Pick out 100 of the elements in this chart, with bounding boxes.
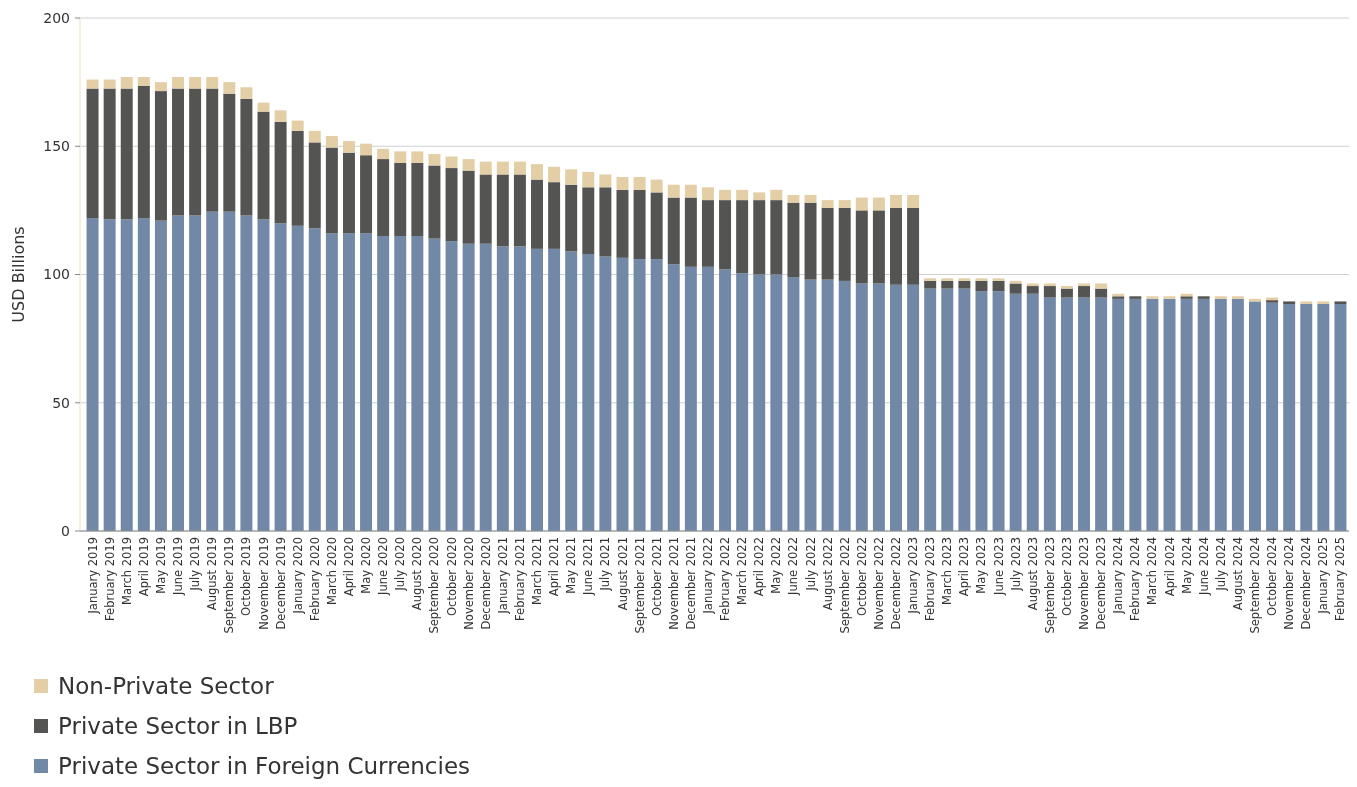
x-tick-label: October 2023: [1059, 537, 1074, 616]
bar: [291, 225, 304, 531]
bar: [975, 280, 988, 292]
bar: [513, 174, 526, 247]
bar: [872, 283, 885, 531]
bar: [189, 88, 202, 216]
bar: [479, 161, 492, 175]
bar: [1180, 298, 1193, 531]
bar: [701, 266, 714, 531]
y-tick-label: 0: [61, 522, 70, 539]
x-tick-label: September 2022: [837, 537, 852, 634]
x-tick-label: October 2019: [239, 537, 254, 616]
bar: [1026, 286, 1039, 294]
x-tick-label: January 2024: [1111, 537, 1126, 615]
x-tick-label: December 2022: [889, 537, 904, 630]
bar: [992, 280, 1005, 292]
x-tick-label: January 2020: [290, 537, 305, 615]
bar: [445, 241, 458, 531]
bar: [855, 197, 868, 211]
bar: [1078, 297, 1091, 531]
x-tick-label: May 2021: [564, 537, 579, 594]
bar: [975, 278, 988, 281]
bar: [650, 192, 663, 260]
bar: [719, 269, 732, 531]
bar: [770, 200, 783, 275]
bar: [496, 174, 509, 247]
bar: [172, 88, 184, 216]
bar: [958, 288, 971, 531]
bar: [257, 219, 270, 531]
bar: [548, 248, 561, 531]
bar: [411, 162, 424, 237]
x-tick-label: October 2021: [649, 537, 664, 616]
bar: [1197, 296, 1210, 299]
bar: [1300, 304, 1313, 531]
bar: [1231, 296, 1244, 299]
x-tick-label: February 2020: [307, 537, 322, 621]
bar: [855, 283, 868, 531]
bar: [411, 236, 424, 531]
bar: [360, 233, 373, 531]
x-tick-label: May 2024: [1179, 537, 1194, 594]
bar: [223, 82, 236, 94]
bar: [804, 279, 817, 531]
x-tick-label: November 2021: [666, 537, 681, 630]
bar: [172, 215, 184, 531]
x-tick-label: September 2019: [222, 537, 237, 634]
bar: [701, 187, 714, 201]
bar: [137, 77, 150, 86]
x-tick-label: October 2022: [854, 537, 869, 616]
bar: [975, 291, 988, 531]
x-tick-label: December 2021: [683, 537, 698, 630]
x-tick-label: August 2024: [1230, 537, 1245, 611]
bar: [240, 215, 253, 531]
bar: [1146, 298, 1159, 531]
y-tick-label: 50: [52, 394, 70, 411]
legend-label: Private Sector in Foreign Currencies: [58, 753, 471, 780]
x-tick-label: June 2024: [1196, 537, 1211, 596]
x-tick-label: August 2023: [1025, 537, 1040, 611]
bar: [1112, 298, 1125, 531]
bar: [1078, 283, 1091, 287]
bar: [701, 200, 714, 267]
bar: [274, 223, 287, 531]
bar: [753, 192, 766, 201]
bar: [992, 278, 1005, 281]
bar: [684, 266, 697, 531]
bar: [599, 256, 612, 531]
bar: [240, 98, 253, 216]
bar: [1129, 298, 1142, 531]
x-tick-label: March 2019: [119, 537, 134, 605]
bar: [582, 187, 595, 254]
bar: [770, 189, 783, 201]
bar: [206, 211, 219, 531]
bar: [582, 171, 595, 188]
bar: [206, 88, 219, 212]
bar: [308, 130, 321, 143]
bar: [479, 243, 492, 531]
bar: [1283, 304, 1296, 531]
x-tick-label: May 2020: [359, 537, 374, 594]
bar: [257, 102, 270, 112]
bar: [770, 274, 783, 531]
bar: [189, 77, 202, 89]
bar: [855, 210, 868, 284]
bar: [787, 194, 800, 203]
bar: [1317, 304, 1330, 531]
x-tick-label: January 2022: [700, 537, 715, 615]
bar: [360, 155, 373, 234]
bar: [804, 202, 817, 280]
x-tick-label: January 2025: [1316, 537, 1331, 615]
bar: [565, 184, 578, 252]
bar: [325, 147, 338, 234]
bar: [941, 288, 954, 531]
bar: [890, 284, 902, 531]
x-tick-label: December 2023: [1094, 537, 1109, 630]
bar: [753, 200, 766, 275]
x-tick-label: December 2019: [273, 537, 288, 630]
x-tick-label: February 2021: [512, 537, 527, 621]
bar: [1197, 298, 1210, 531]
x-tick-label: February 2024: [1128, 537, 1143, 621]
bar: [342, 233, 355, 531]
bar: [992, 291, 1005, 531]
x-tick-label: September 2020: [427, 537, 442, 634]
